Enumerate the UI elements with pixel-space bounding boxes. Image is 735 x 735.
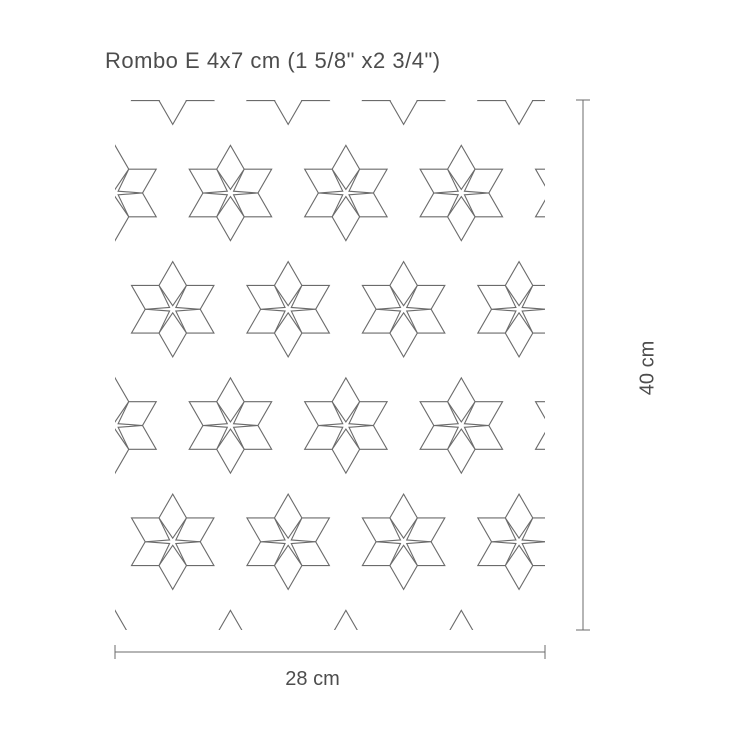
height-dimension-label: 40 cm [636,340,659,394]
tile-pattern-diagram [75,90,665,670]
product-title: Rombo E 4x7 cm (1 5/8" x2 3/4") [105,48,441,74]
width-dimension-label: 28 cm [0,668,625,691]
